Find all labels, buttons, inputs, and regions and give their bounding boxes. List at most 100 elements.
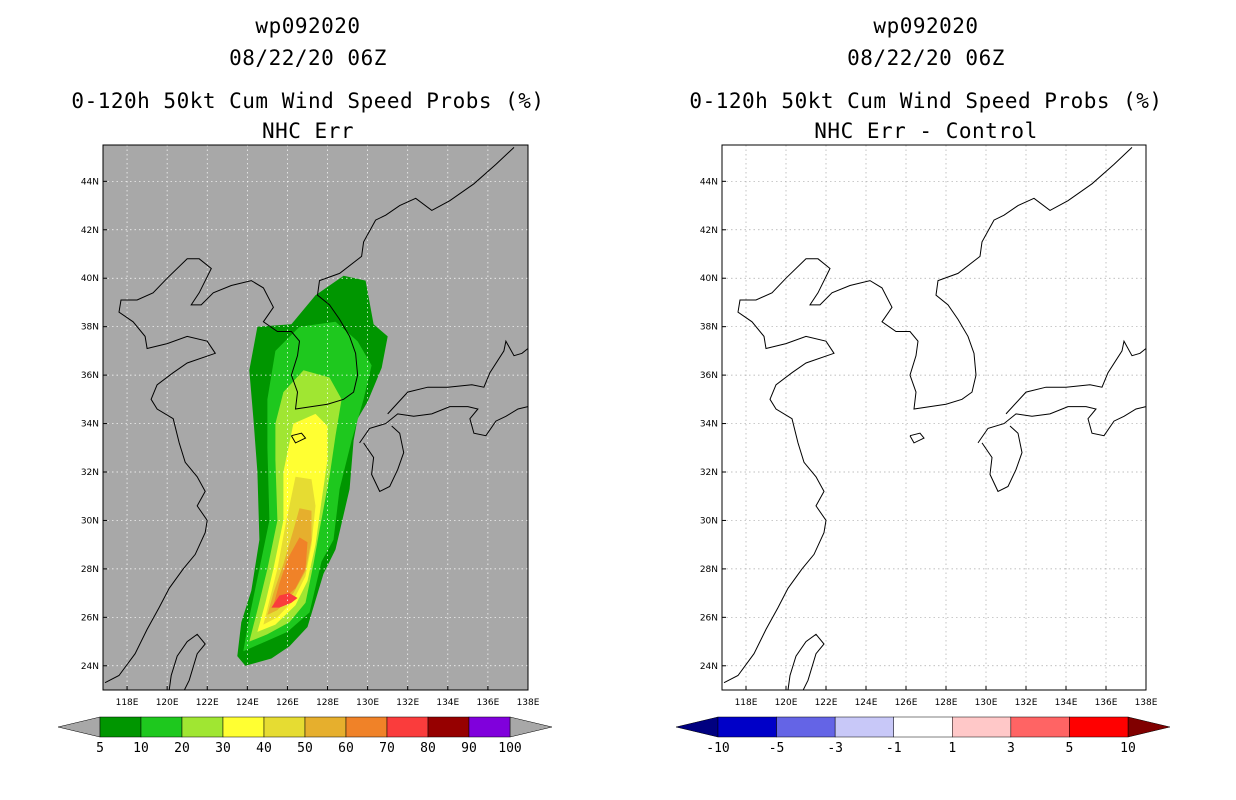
- colorbar-cell: [1069, 716, 1129, 738]
- x-tick-label: 126E: [276, 698, 299, 708]
- colorbar-extend-low: [57, 716, 101, 738]
- colorbar-label: 100: [498, 741, 521, 756]
- y-tick-label: 42N: [81, 226, 99, 236]
- y-tick-label: 26N: [700, 613, 718, 623]
- colorbar-label: 50: [297, 741, 313, 756]
- colorbar-label: 3: [1007, 741, 1015, 756]
- colorbar-label: 1: [948, 741, 956, 756]
- map-frame: [721, 144, 1147, 691]
- x-tick-label: 138E: [1135, 698, 1158, 708]
- y-tick-label: 28N: [700, 565, 718, 575]
- coastline: [977, 406, 1146, 444]
- x-tick-label: 138E: [517, 698, 540, 708]
- x-tick-label: 130E: [975, 698, 998, 708]
- colorbar-label: -10: [706, 741, 729, 756]
- x-tick-label: 120E: [775, 698, 798, 708]
- coastline: [359, 406, 528, 444]
- coastline: [787, 633, 825, 690]
- left-title-line4: NHC Err: [261, 119, 354, 143]
- y-tick-label: 44N: [81, 177, 99, 187]
- colorbar-label: -1: [886, 741, 902, 756]
- colorbar-label: 60: [338, 741, 354, 756]
- y-tick-label: 42N: [700, 226, 718, 236]
- colorbar-cell: [140, 716, 183, 738]
- coastline: [1005, 339, 1146, 415]
- colorbar-extend-high: [1127, 716, 1171, 738]
- colorbar-cell: [304, 716, 347, 738]
- y-tick-label: 38N: [700, 323, 718, 333]
- left-title-line3: 0-120h 50kt Cum Wind Speed Probs (%): [71, 89, 545, 113]
- x-tick-label: 122E: [815, 698, 838, 708]
- map-plot-area: [722, 145, 1146, 690]
- colorbar-cell: [776, 716, 836, 738]
- y-tick-label: 38N: [81, 323, 99, 333]
- left-title-line1: wp092020: [255, 14, 361, 38]
- colorbar-label: 5: [96, 741, 104, 756]
- colorbar-label: 10: [133, 741, 149, 756]
- x-tick-label: 134E: [1055, 698, 1078, 708]
- colorbar-cell: [222, 716, 265, 738]
- x-tick-label: 122E: [196, 698, 219, 708]
- coastline: [168, 633, 206, 690]
- y-tick-label: 30N: [81, 516, 99, 526]
- x-tick-label: 132E: [1015, 698, 1038, 708]
- x-tick-label: 126E: [895, 698, 918, 708]
- colorbar-label: 5: [1066, 741, 1074, 756]
- colorbar-label: 40: [256, 741, 272, 756]
- right-title-line2: 08/22/20 06Z: [847, 46, 1005, 70]
- x-tick-label: 136E: [476, 698, 499, 708]
- left-title-line2: 08/22/20 06Z: [229, 46, 387, 70]
- colorbar-cell: [345, 716, 388, 738]
- y-tick-label: 24N: [700, 662, 718, 672]
- right-title-line4: NHC Err - Control: [814, 119, 1038, 143]
- x-tick-label: 118E: [735, 698, 758, 708]
- y-tick-label: 30N: [700, 516, 718, 526]
- y-tick-label: 44N: [700, 177, 718, 187]
- map-plot-area: [103, 145, 528, 690]
- colorbar-label: -3: [827, 741, 843, 756]
- x-tick-label: 118E: [116, 698, 139, 708]
- coastline: [909, 432, 925, 444]
- x-tick-label: 136E: [1095, 698, 1118, 708]
- y-tick-label: 40N: [81, 274, 99, 284]
- x-tick-label: 134E: [436, 698, 459, 708]
- probability-contour-60: [273, 537, 308, 606]
- colorbar-cell: [1010, 716, 1070, 738]
- panel-1: 118E 120E 122E 124E 126E 128E 130E 132E 134E 136E…: [675, 144, 1171, 756]
- colorbar-label: 20: [174, 741, 190, 756]
- colorbar-cell: [386, 716, 429, 738]
- x-tick-label: 128E: [316, 698, 339, 708]
- colorbar-cell: [717, 716, 777, 738]
- colorbar-label: 90: [461, 741, 477, 756]
- y-tick-label: 28N: [81, 565, 99, 575]
- x-tick-label: 130E: [356, 698, 379, 708]
- coastline: [104, 147, 515, 684]
- colorbar-label: 30: [215, 741, 231, 756]
- y-tick-label: 24N: [81, 662, 99, 672]
- x-tick-label: 128E: [935, 698, 958, 708]
- colorbar-label: 80: [420, 741, 436, 756]
- y-tick-label: 34N: [81, 420, 99, 430]
- y-tick-label: 34N: [700, 420, 718, 430]
- coastline: [981, 425, 1023, 493]
- right-title-line1: wp092020: [873, 14, 979, 38]
- colorbar-cell: [263, 716, 306, 738]
- y-tick-label: 36N: [81, 371, 99, 381]
- x-tick-label: 120E: [156, 698, 179, 708]
- colorbar-cell: [427, 716, 470, 738]
- probability-contour-70: [271, 593, 298, 608]
- y-tick-label: 32N: [700, 468, 718, 478]
- colorbar-cell: [952, 716, 1012, 738]
- colorbar-label: 70: [379, 741, 395, 756]
- y-tick-label: 32N: [81, 468, 99, 478]
- coastline: [290, 432, 307, 444]
- colorbar-cell: [99, 716, 142, 738]
- colorbar-cell: [893, 716, 953, 738]
- colorbar-extend-low: [675, 716, 719, 738]
- y-tick-label: 40N: [700, 274, 718, 284]
- colorbar-cell: [834, 716, 894, 738]
- y-tick-label: 26N: [81, 613, 99, 623]
- colorbar-extend-high: [509, 716, 553, 738]
- right-title-line3: 0-120h 50kt Cum Wind Speed Probs (%): [689, 89, 1163, 113]
